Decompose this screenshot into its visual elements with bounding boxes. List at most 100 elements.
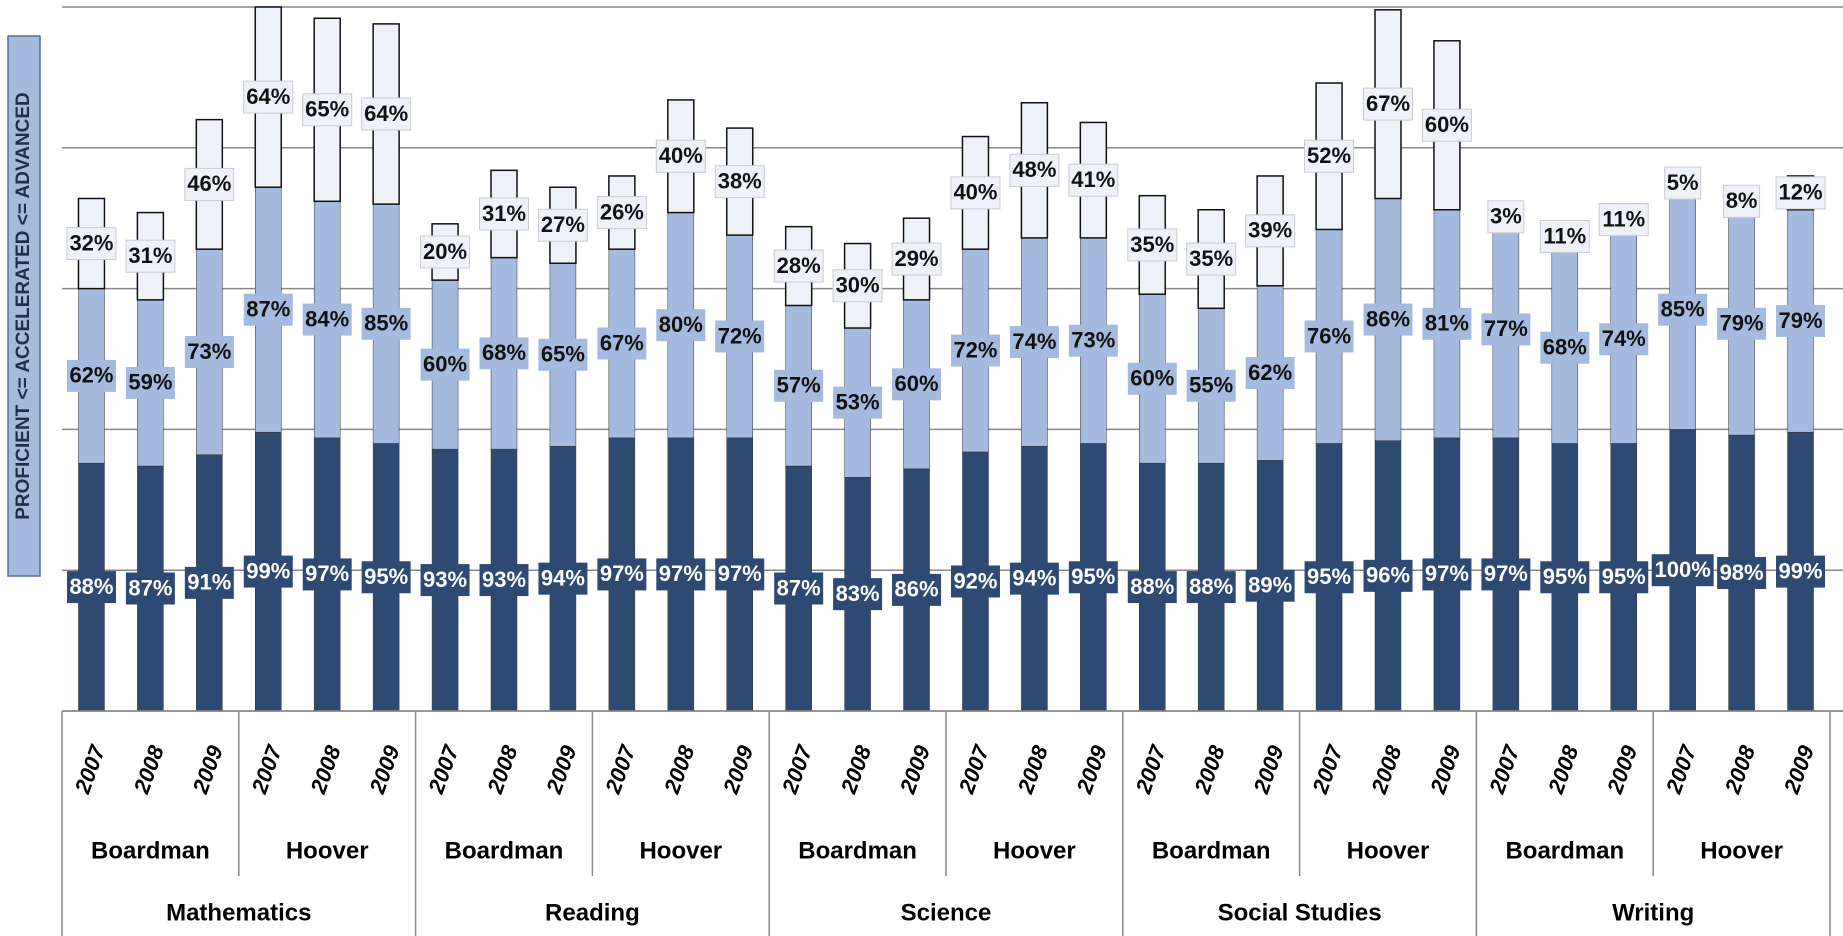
school-label: Hoover [993,837,1076,864]
value-label: 85% [1661,297,1705,322]
subject-label: Reading [545,899,640,926]
value-label-box [833,386,883,419]
value-label-box [125,239,176,273]
value-label: 12% [1779,180,1823,205]
value-label-box [420,235,471,269]
value-label: 32% [69,230,113,255]
value-label-box [538,338,588,371]
value-label: 79% [1779,308,1823,333]
value-label-box [537,208,588,242]
value-label: 35% [1189,246,1233,271]
value-label: 87% [128,575,172,600]
value-label-box [1009,153,1060,187]
x-tick-label: 2009 [187,741,228,797]
x-tick-label: 2009 [1602,741,1643,797]
school-label: Boardman [445,837,564,864]
x-tick-label: 2008 [128,741,169,797]
x-tick-label: 2007 [246,740,287,797]
value-label: 100% [1655,557,1711,582]
value-label: 26% [600,199,644,224]
value-label-box [1658,293,1708,326]
value-label: 97% [305,561,349,586]
x-tick-label: 2007 [600,740,641,797]
value-label-box [596,196,647,230]
value-label-box [479,197,529,231]
value-label: 60% [1130,366,1174,391]
value-label-box [774,369,824,402]
value-label: 11% [1602,206,1645,231]
value-label-box [1245,357,1295,390]
value-label-box [892,573,942,606]
school-label: Hoover [639,837,722,864]
value-label: 97% [1484,561,1528,586]
value-label-box [302,93,353,127]
value-label: 60% [1425,112,1469,137]
value-label-box [655,139,706,173]
value-label: 65% [305,97,349,122]
x-tick-label: 2008 [1366,741,1407,797]
value-label-box [1422,558,1472,591]
school-label: Boardman [91,837,210,864]
value-label: 67% [1366,91,1410,116]
value-label-box [1304,561,1354,594]
value-label-box [1363,559,1413,592]
value-label: 72% [718,323,762,348]
value-label: 93% [482,567,526,592]
subject-label: Science [901,899,992,926]
value-label: 97% [718,561,762,586]
value-label: 95% [364,564,408,589]
value-label-box [479,564,529,597]
value-label: 68% [482,340,526,365]
value-label-box [302,558,352,591]
y-axis-label: PROFICIENT <= ACCELERATED <= ADVANCED [13,92,34,520]
value-label: 95% [1071,564,1115,589]
value-label: 80% [659,312,703,337]
value-label-box [243,293,293,326]
x-tick-label: 2007 [1661,740,1702,797]
value-label-box [1068,163,1119,197]
x-tick-label: 2008 [482,741,523,797]
x-tick-label: 2008 [1189,741,1230,797]
value-label: 74% [1602,326,1646,351]
value-label-box [1127,228,1178,262]
value-label: 94% [541,565,585,590]
value-label: 67% [600,330,644,355]
value-label-box [1363,87,1413,121]
value-label: 38% [718,168,762,193]
value-label: 73% [187,339,231,364]
x-tick-label: 2009 [718,741,759,797]
x-tick-label: 2009 [364,741,405,797]
value-label-box [1776,555,1826,588]
value-label-box [184,566,234,599]
value-label-box [1009,562,1059,595]
value-label-box [832,269,883,303]
value-label: 65% [541,342,585,367]
subject-label: Mathematics [166,899,311,926]
value-label: 86% [895,577,939,602]
value-label: 52% [1307,143,1351,168]
school-label: Boardman [1505,837,1624,864]
x-tick-label: 2007 [1307,740,1348,797]
value-label: 35% [1130,232,1174,257]
x-tick-label: 2007 [1484,740,1525,797]
value-label-box [950,334,1000,367]
value-label-box [1717,307,1767,340]
value-label-box [125,366,175,399]
value-label: 31% [128,243,172,268]
value-label: 39% [1248,218,1292,243]
value-label: 87% [777,575,821,600]
value-label-box [1599,323,1649,356]
value-label-box [1245,569,1295,602]
x-tick-label: 2008 [659,741,700,797]
value-label: 64% [364,101,408,126]
value-label: 99% [246,558,290,583]
value-label: 48% [1012,157,1056,182]
value-label-box [1599,561,1649,594]
value-label-box [892,368,942,401]
value-label-box [950,565,1000,598]
value-label-box [715,558,765,591]
value-label: 60% [423,351,467,376]
value-label-box [66,227,117,261]
y-label-box [7,35,41,577]
